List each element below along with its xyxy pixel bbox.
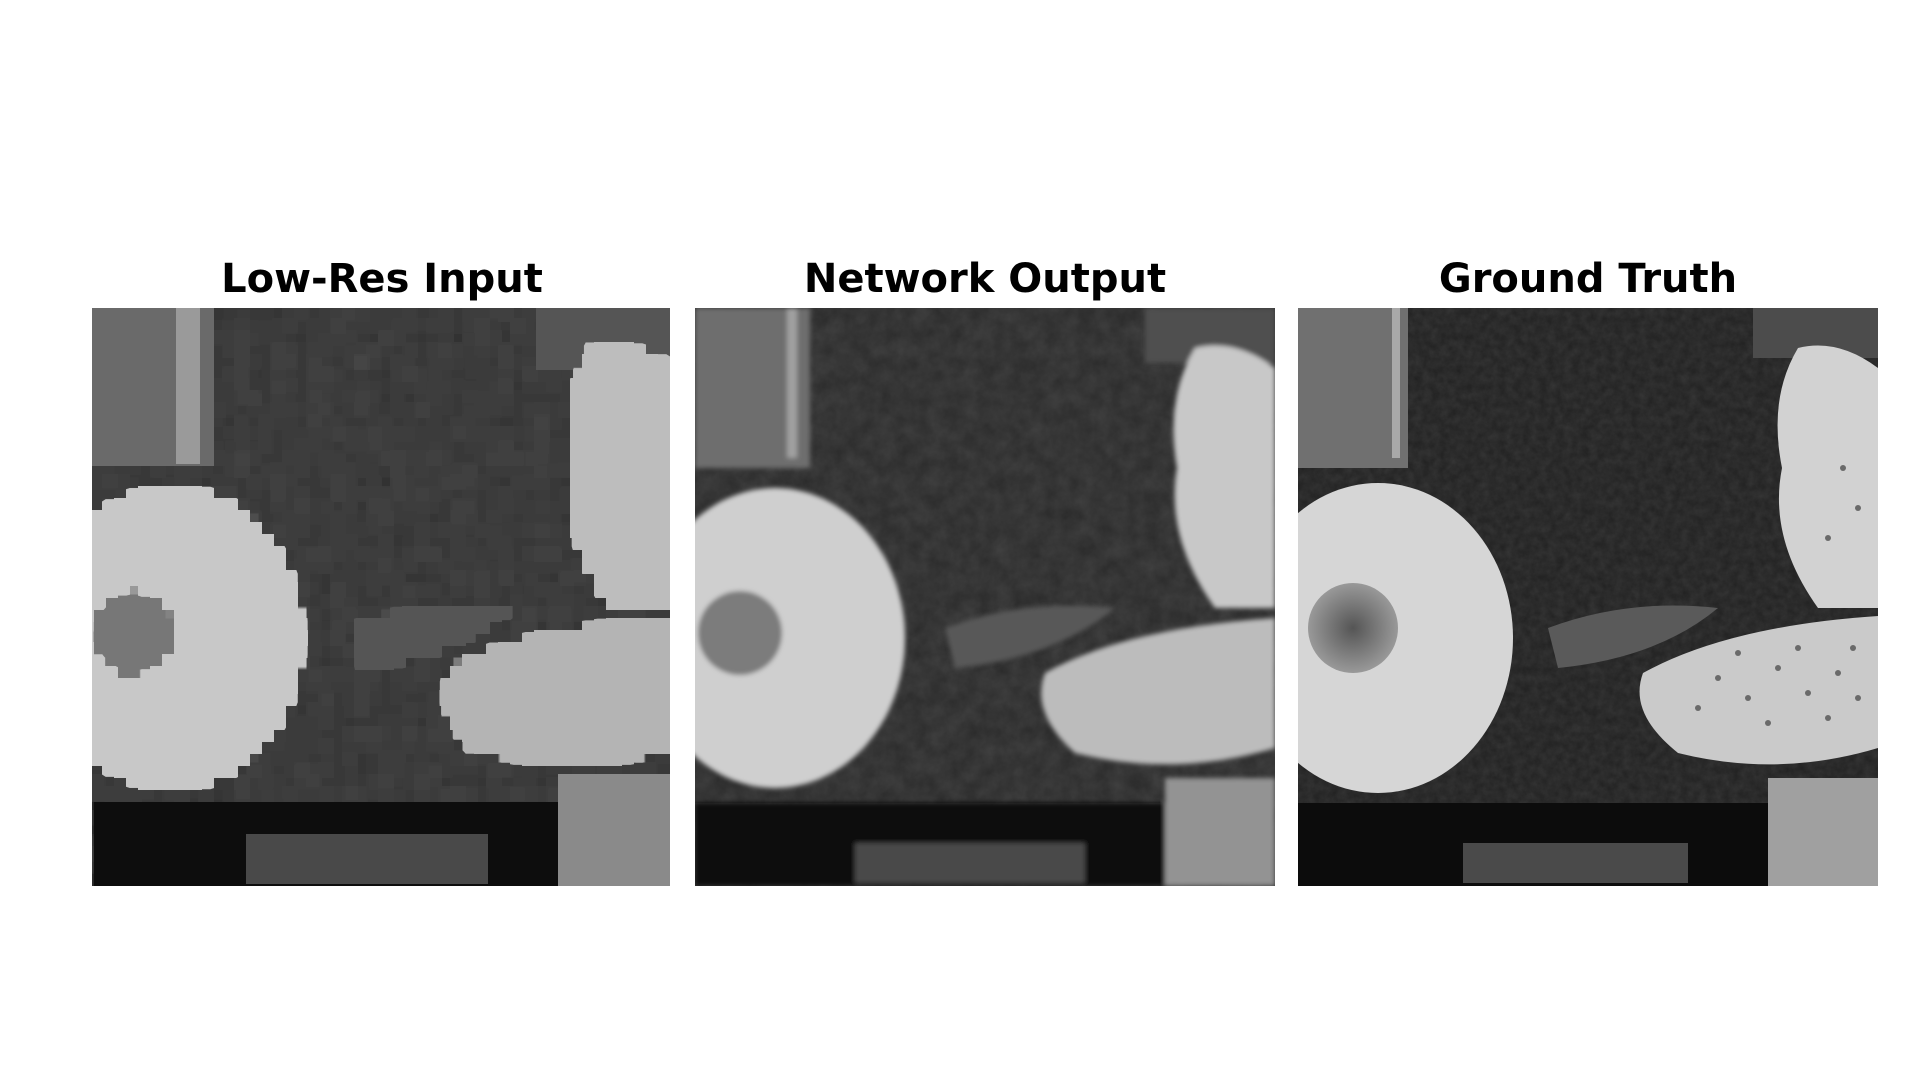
panel-title-network-output: Network Output [803, 256, 1167, 302]
panel-title-low-res-input: Low-Res Input [221, 256, 543, 302]
panel-network-output: Network Output [695, 250, 1275, 886]
panel-low-res-input: Low-Res Input [92, 250, 672, 886]
panel-title-ground-truth: Ground Truth [1438, 256, 1738, 302]
network-output-image [695, 308, 1275, 886]
panel-ground-truth: Ground Truth [1298, 250, 1878, 886]
low-res-input-image [92, 308, 672, 886]
ground-truth-image [1298, 308, 1878, 886]
